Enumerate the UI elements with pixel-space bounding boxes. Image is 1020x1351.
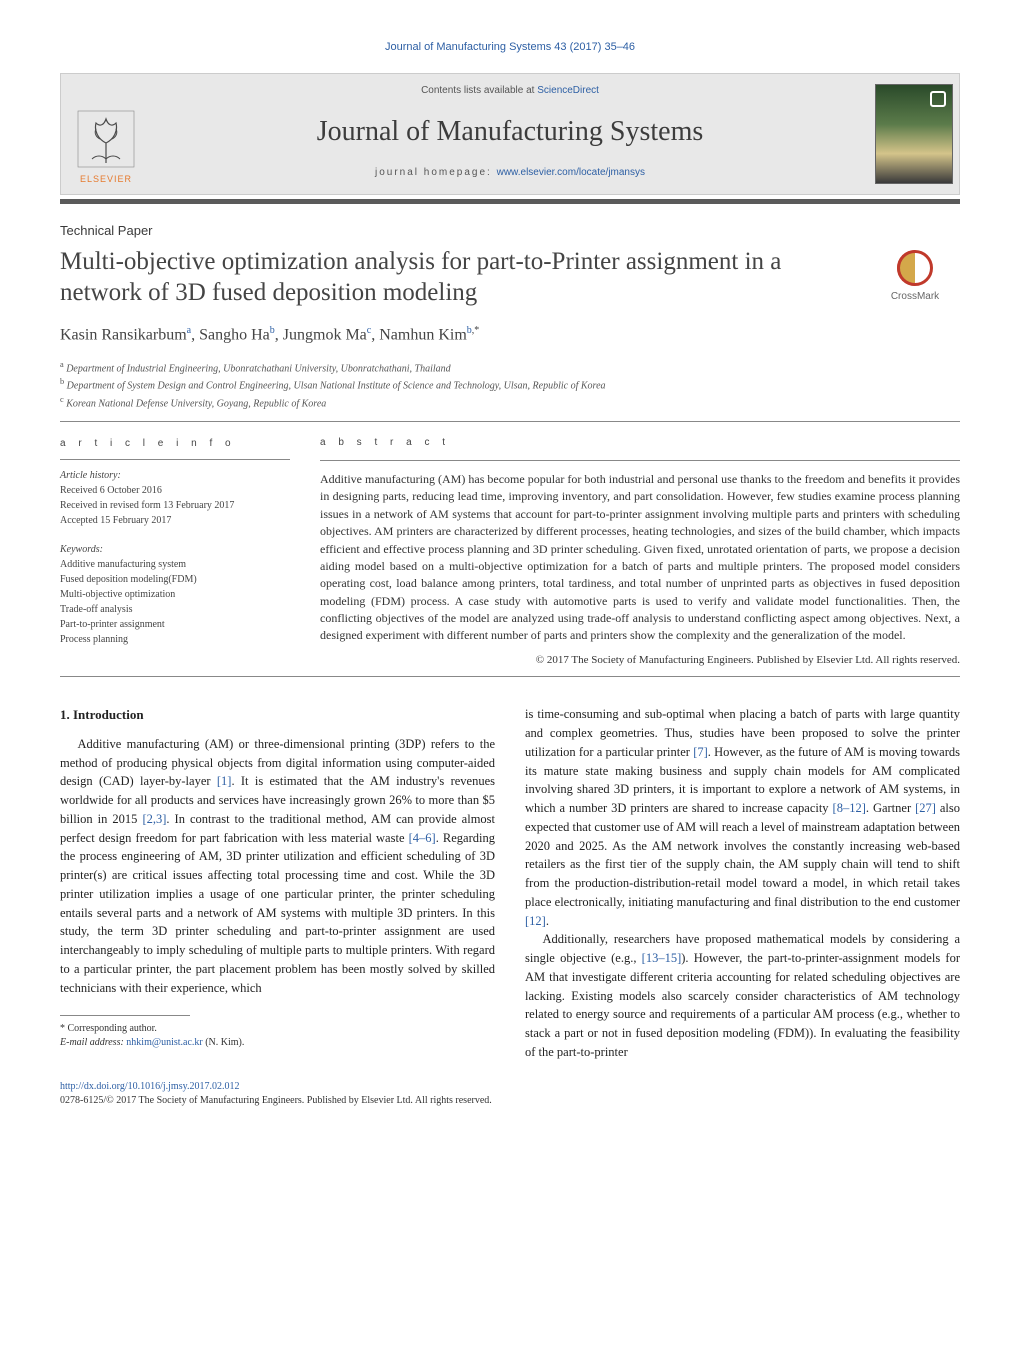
thick-rule — [60, 199, 960, 204]
corresponding-author-footnote: * Corresponding author. E-mail address: … — [60, 1022, 495, 1050]
doi-link[interactable]: http://dx.doi.org/10.1016/j.jmsy.2017.02… — [60, 1081, 239, 1092]
crossmark-widget[interactable]: CrossMark — [870, 246, 960, 304]
running-header: Journal of Manufacturing Systems 43 (201… — [60, 40, 960, 55]
keywords-head: Keywords: — [60, 542, 290, 557]
abstract-copyright: © 2017 The Society of Manufacturing Engi… — [320, 653, 960, 668]
journal-cover-block — [869, 74, 959, 193]
publisher-wordmark: ELSEVIER — [80, 173, 132, 186]
publisher-logo-block: ELSEVIER — [61, 74, 151, 193]
affiliations-block: a Department of Industrial Engineering, … — [60, 359, 960, 411]
email-address-label: E-mail address: — [60, 1037, 126, 1048]
journal-homepage-line: journal homepage: www.elsevier.com/locat… — [161, 166, 859, 180]
homepage-prefix: journal homepage: — [375, 167, 497, 178]
article-info-block: a r t i c l e i n f o Article history: R… — [60, 436, 290, 668]
journal-name: Journal of Manufacturing Systems — [161, 112, 859, 151]
email-tail: (N. Kim). — [203, 1037, 245, 1048]
body-text-columns: 1. Introduction Additive manufacturing (… — [60, 705, 960, 1061]
crossmark-icon — [897, 250, 933, 286]
intro-paragraph-2: is time-consuming and sub-optimal when p… — [525, 705, 960, 930]
history-lines: Received 6 October 2016Received in revis… — [60, 483, 290, 528]
authors-line: Kasin Ransikarbuma, Sangho Hab, Jungmok … — [60, 324, 960, 347]
abstract-block: a b s t r a c t Additive manufacturing (… — [320, 436, 960, 668]
section-heading-intro: 1. Introduction — [60, 705, 495, 725]
contents-available-line: Contents lists available at ScienceDirec… — [161, 84, 859, 98]
homepage-link[interactable]: www.elsevier.com/locate/jmansys — [497, 167, 645, 178]
issn-copyright-line: 0278-6125/© 2017 The Society of Manufact… — [60, 1094, 960, 1108]
rule-under-abstract-head — [320, 460, 960, 461]
paper-type-label: Technical Paper — [60, 222, 960, 240]
journal-cover-thumbnail — [875, 84, 953, 184]
crossmark-label: CrossMark — [891, 291, 939, 302]
corresponding-email[interactable]: nhkim@unist.ac.kr — [126, 1037, 202, 1048]
doi-footer-block: http://dx.doi.org/10.1016/j.jmsy.2017.02… — [60, 1080, 960, 1108]
paper-title: Multi-objective optimization analysis fo… — [60, 246, 850, 309]
intro-paragraph-1: Additive manufacturing (AM) or three-dim… — [60, 735, 495, 998]
rule-below-abstract — [60, 676, 960, 677]
abstract-text: Additive manufacturing (AM) has become p… — [320, 471, 960, 645]
history-head: Article history: — [60, 470, 121, 481]
footnote-separator — [60, 1015, 190, 1016]
rule-above-meta — [60, 421, 960, 422]
masthead-center: Contents lists available at ScienceDirec… — [151, 74, 869, 193]
corresponding-label: * Corresponding author. — [60, 1022, 495, 1036]
intro-paragraph-3: Additionally, researchers have proposed … — [525, 930, 960, 1061]
masthead-band: ELSEVIER Contents lists available at Sci… — [60, 73, 960, 194]
rule-under-info-head — [60, 459, 290, 460]
sciencedirect-link[interactable]: ScienceDirect — [537, 85, 599, 96]
keywords-list: Additive manufacturing systemFused depos… — [60, 557, 290, 647]
elsevier-tree-icon — [76, 109, 136, 169]
contents-prefix: Contents lists available at — [421, 85, 537, 96]
abstract-head: a b s t r a c t — [320, 436, 960, 450]
article-info-head: a r t i c l e i n f o — [60, 436, 290, 451]
